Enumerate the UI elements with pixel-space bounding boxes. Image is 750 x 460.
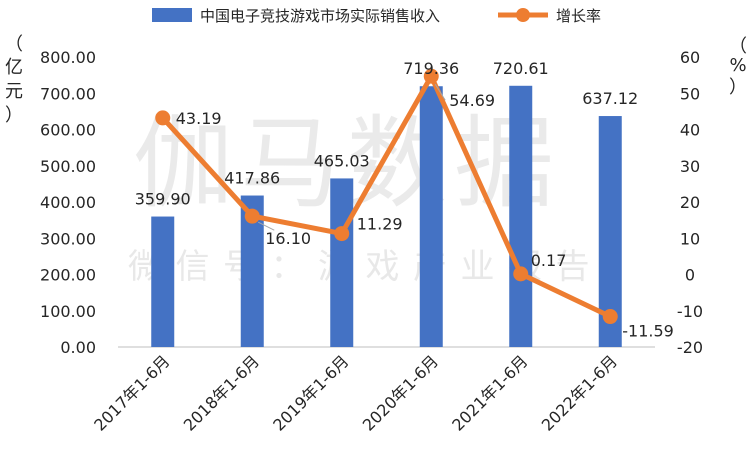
line-value-label: 11.29 (357, 215, 403, 234)
line-value-label: -11.59 (622, 322, 674, 341)
line-value-label: 43.19 (176, 109, 222, 128)
y-left-tick-label: 100.00 (40, 302, 96, 321)
label-leader-line (258, 221, 275, 231)
y-right-tick-label: 20 (680, 193, 700, 212)
y-right-tick-label: 60 (680, 48, 700, 67)
legend-bar-swatch (152, 8, 192, 22)
legend-line-label: 增长率 (556, 7, 601, 25)
y-left-tick-label: 200.00 (40, 266, 96, 285)
y-right-tick-label: 0 (685, 266, 695, 285)
y-left-tick-label: 600.00 (40, 121, 96, 140)
line-marker (155, 110, 171, 126)
bar (598, 116, 622, 347)
line-value-label: 16.10 (265, 229, 311, 248)
bar-value-label: 465.03 (314, 151, 370, 170)
bar-value-label: 417.86 (224, 169, 280, 188)
legend: 中国电子竞技游戏市场实际销售收入 增长率 (152, 7, 601, 25)
y-right-tick-label: 30 (680, 157, 700, 176)
bar (330, 178, 354, 347)
line-series (155, 68, 618, 325)
watermark-sub-char: 信 (176, 247, 210, 287)
y-left-tick-label: 400.00 (40, 193, 96, 212)
y-left-axis-title: ） (5, 105, 23, 126)
bar (240, 195, 264, 347)
bar (151, 216, 175, 347)
y-left-axis-title: （ (5, 34, 23, 55)
line-marker (513, 266, 529, 282)
line-value-label: 54.69 (449, 91, 495, 110)
x-tick-label: 2021年1-6月 (448, 351, 531, 434)
data-labels: 359.90 417.86 465.03 719.36 720.61 637.12 43.1… (135, 59, 674, 341)
bar-value-label: 359.90 (135, 190, 191, 209)
y-left-tick-label: 500.00 (40, 157, 96, 176)
y-left-axis-title: 元 (5, 81, 23, 102)
legend-bar-label: 中国电子竞技游戏市场实际销售收入 (200, 7, 440, 25)
bar-series (151, 85, 622, 348)
y-right-tick-label: -10 (677, 302, 703, 321)
y-right-axis-title: （ (729, 36, 747, 57)
y-left-tick-label: 700.00 (40, 84, 96, 103)
watermark-sub-char: 告 (556, 247, 590, 287)
x-tick-label: 2022年1-6月 (538, 351, 621, 434)
bar-value-label: 720.61 (493, 59, 549, 78)
bar (509, 85, 533, 348)
watermark-sub-char: ： (271, 247, 305, 287)
bar (419, 86, 443, 348)
legend-line-marker (516, 8, 530, 22)
y-right-tick-label: -20 (677, 338, 703, 357)
y-right-axis-title: ） (729, 77, 747, 98)
y-right-tick-label: 40 (680, 121, 700, 140)
bar-value-label: 637.12 (582, 89, 638, 108)
watermark-sub-char: 业 (461, 247, 495, 287)
line-marker (244, 208, 260, 224)
x-tick-label: 2017年1-6月 (90, 351, 173, 434)
x-tick-label: 2020年1-6月 (359, 351, 442, 434)
y-left-tick-label: 300.00 (40, 229, 96, 248)
watermark-sub-char: 戏 (366, 247, 400, 287)
y-left-axis-title: 亿 (5, 57, 23, 78)
y-left-tick-label: 0.00 (60, 338, 96, 357)
line-path (160, 73, 613, 320)
x-tick-label: 2019年1-6月 (269, 351, 352, 434)
label-leader-line (434, 83, 446, 101)
line-value-label: 0.17 (531, 251, 567, 270)
y-left-tick-label: 800.00 (40, 48, 96, 67)
bar-value-label: 719.36 (403, 59, 459, 78)
y-right-tick-label: 10 (680, 229, 700, 248)
x-tick-label: 2018年1-6月 (180, 351, 263, 434)
line-marker (602, 309, 618, 325)
y-right-tick-label: 50 (680, 84, 700, 103)
line-marker (334, 226, 350, 242)
y-right-axis-title: % (729, 55, 746, 76)
watermark-char: 伽 (133, 105, 233, 222)
line-marker (423, 68, 439, 84)
